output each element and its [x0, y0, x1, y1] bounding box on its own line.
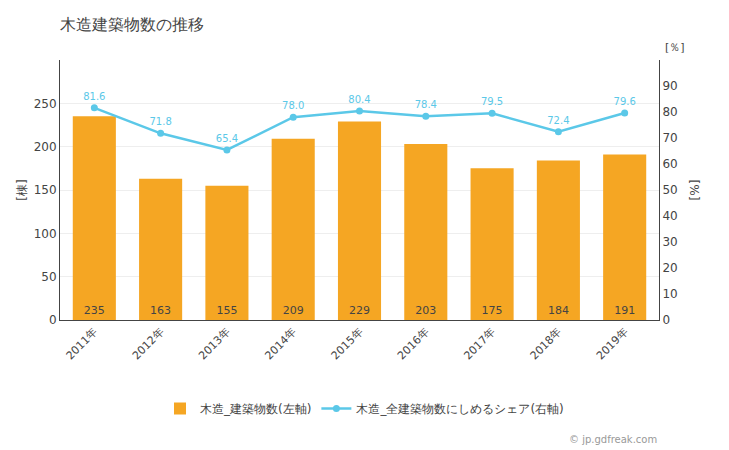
svg-text:90: 90	[662, 79, 677, 93]
svg-text:2012年: 2012年	[130, 326, 167, 363]
svg-text:150: 150	[34, 183, 57, 197]
svg-text:163: 163	[150, 304, 171, 317]
svg-text:2016年: 2016年	[395, 326, 432, 363]
svg-text:40: 40	[662, 209, 677, 223]
svg-text:2011年: 2011年	[64, 326, 101, 363]
svg-text:[棟]: [棟]	[15, 179, 29, 200]
svg-text:65.4: 65.4	[216, 133, 238, 144]
svg-text:2013年: 2013年	[196, 326, 233, 363]
svg-text:203: 203	[415, 304, 436, 317]
svg-text:209: 209	[283, 304, 304, 317]
svg-text:100: 100	[34, 227, 57, 241]
svg-text:175: 175	[482, 304, 503, 317]
svg-text:184: 184	[548, 304, 569, 317]
svg-text:0: 0	[662, 313, 670, 327]
svg-text:10: 10	[662, 287, 677, 301]
svg-text:78.0: 78.0	[282, 100, 304, 111]
svg-text:50: 50	[41, 270, 56, 284]
svg-text:200: 200	[34, 140, 57, 154]
svg-text:79.5: 79.5	[481, 96, 503, 107]
svg-text:70: 70	[662, 131, 677, 145]
svg-text:250: 250	[34, 97, 57, 111]
svg-text:2017年: 2017年	[461, 326, 498, 363]
svg-text:229: 229	[349, 304, 370, 317]
svg-text:81.6: 81.6	[83, 91, 105, 102]
svg-text:2019年: 2019年	[594, 326, 631, 363]
svg-text:2014年: 2014年	[262, 326, 299, 363]
svg-text:155: 155	[216, 304, 237, 317]
svg-text:50: 50	[662, 183, 677, 197]
svg-text:191: 191	[614, 304, 635, 317]
svg-text:[%]: [%]	[688, 180, 702, 201]
svg-text:71.8: 71.8	[149, 116, 171, 127]
svg-text:20: 20	[662, 261, 677, 275]
svg-text:78.4: 78.4	[415, 99, 437, 110]
svg-text:30: 30	[662, 235, 677, 249]
svg-text:木造建築物数の推移: 木造建築物数の推移	[60, 15, 204, 34]
svg-text:80.4: 80.4	[348, 94, 370, 105]
svg-text:木造_建築物数(左軸): 木造_建築物数(左軸)	[200, 402, 311, 416]
svg-text:72.4: 72.4	[547, 115, 569, 126]
svg-text:2015年: 2015年	[329, 326, 366, 363]
svg-text:木造_全建築物数にしめるシェア(右軸): 木造_全建築物数にしめるシェア(右軸)	[356, 402, 563, 416]
svg-text:© jp.gdfreak.com: © jp.gdfreak.com	[569, 434, 657, 445]
svg-text:235: 235	[84, 304, 105, 317]
svg-text:80: 80	[662, 105, 677, 119]
svg-text:2018年: 2018年	[528, 326, 565, 363]
svg-text:[％]: [％]	[665, 41, 685, 54]
svg-text:60: 60	[662, 157, 677, 171]
svg-text:0: 0	[49, 313, 57, 327]
svg-text:79.6: 79.6	[614, 96, 636, 107]
